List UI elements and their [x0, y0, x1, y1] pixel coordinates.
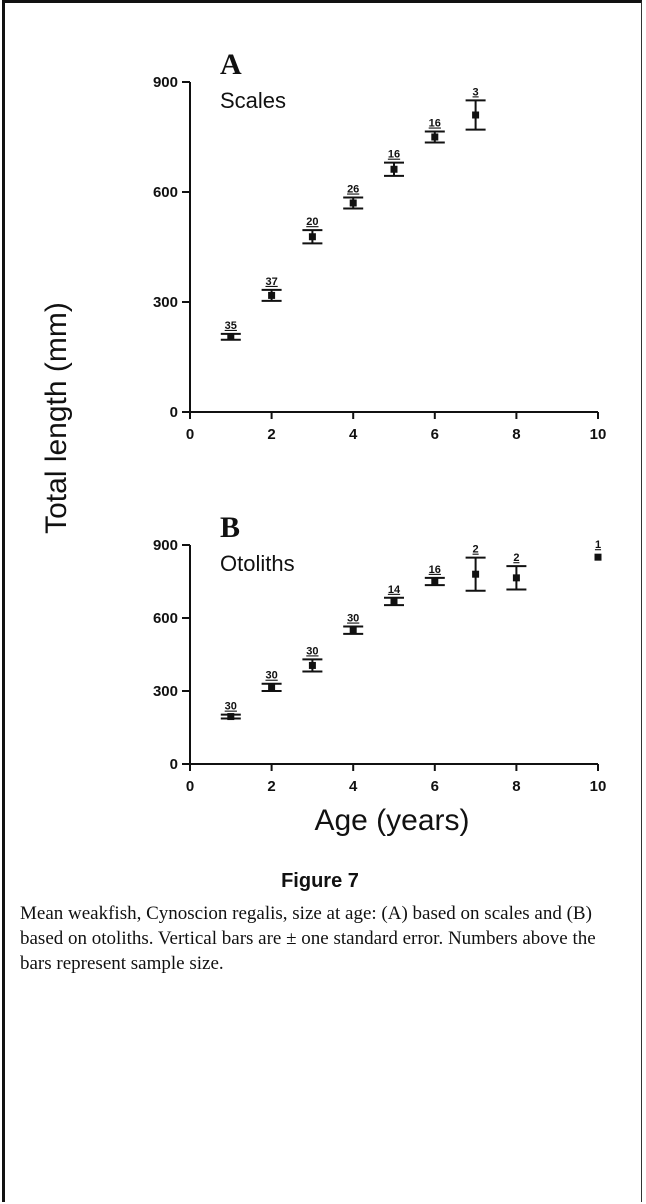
data-marker — [308, 661, 316, 669]
data-marker — [349, 626, 357, 634]
panel-letter: B — [220, 511, 240, 544]
sample-size-label: 16 — [429, 564, 441, 576]
data-marker — [268, 291, 276, 299]
data-marker — [227, 713, 235, 721]
data-point: 30 — [220, 701, 241, 721]
data-marker — [472, 570, 480, 578]
y-axis-label: Total length (mm) — [40, 302, 73, 534]
sample-size-label: 26 — [347, 184, 359, 196]
figure-caption-block: Figure 7 Mean weakfish, Cynoscion regali… — [20, 870, 620, 976]
x-tick-label: 6 — [431, 426, 439, 443]
data-marker — [390, 597, 398, 605]
figure-chart: Total length (mm) Age (years) 0300600900… — [40, 48, 606, 837]
x-tick-label: 8 — [512, 778, 520, 795]
y-tick-label: 300 — [153, 683, 178, 700]
panel-letter: A — [220, 48, 242, 81]
sample-size-label: 30 — [306, 645, 318, 657]
data-point: 2 — [506, 552, 527, 591]
x-tick-label: 6 — [431, 778, 439, 795]
sample-size-label: 30 — [225, 701, 237, 713]
sample-size-label: 2 — [513, 552, 519, 564]
x-tick-label: 0 — [186, 426, 194, 443]
x-axis-label: Age (years) — [314, 804, 469, 837]
x-tick-label: 2 — [267, 426, 275, 443]
y-tick-label: 900 — [153, 537, 178, 554]
data-point: 16 — [424, 564, 445, 587]
y-tick-label: 900 — [153, 74, 178, 91]
sample-size-label: 14 — [388, 584, 401, 596]
y-tick-label: 300 — [153, 294, 178, 311]
x-tick-label: 0 — [186, 778, 194, 795]
sample-size-label: 30 — [347, 613, 359, 625]
data-point: 16 — [424, 118, 445, 144]
data-marker — [390, 165, 398, 173]
panel-b: 0 300 600 900 0 2 4 6 8 10 B Otoliths 30 30 30 30 14 16 2 2… — [153, 511, 606, 795]
data-point: 3 — [465, 86, 486, 131]
data-point: 35 — [220, 320, 241, 341]
data-marker — [227, 333, 235, 341]
data-point: 30 — [261, 670, 282, 692]
sample-size-label: 35 — [225, 320, 237, 332]
y-tick-label: 600 — [153, 184, 178, 201]
data-point: 30 — [302, 645, 323, 673]
sample-size-label: 37 — [265, 276, 277, 288]
data-point: 1 — [594, 539, 602, 561]
data-point: 20 — [302, 216, 323, 245]
data-marker — [431, 133, 439, 141]
x-tick-label: 10 — [590, 778, 607, 795]
x-tick-label: 2 — [267, 778, 275, 795]
data-point: 37 — [261, 276, 282, 302]
x-tick-label: 10 — [590, 426, 607, 443]
sample-size-label: 30 — [265, 670, 277, 682]
data-point: 26 — [343, 184, 364, 210]
panel-title: Scales — [220, 88, 286, 113]
figure-title: Figure 7 — [281, 870, 359, 892]
data-marker — [472, 111, 480, 119]
sample-size-label: 16 — [388, 149, 400, 161]
data-point: 14 — [384, 584, 404, 607]
sample-size-label: 1 — [595, 539, 601, 551]
x-tick-label: 8 — [512, 426, 520, 443]
sample-size-label: 2 — [473, 544, 479, 556]
panel-a: 0 300 600 900 0 2 4 6 8 10 A Scales 35 37 20 26 16 16 3 — [153, 48, 606, 443]
y-tick-label: 0 — [170, 404, 178, 421]
data-marker — [308, 233, 316, 241]
y-tick-label: 600 — [153, 610, 178, 627]
data-point: 2 — [465, 544, 486, 592]
x-tick-label: 4 — [349, 778, 358, 795]
figure-caption: Mean weakfish, Cynoscion regalis, size a… — [20, 903, 596, 974]
data-marker — [594, 553, 602, 561]
sample-size-label: 3 — [473, 86, 479, 98]
data-marker — [431, 578, 439, 585]
data-point: 16 — [384, 149, 404, 177]
data-point: 30 — [343, 613, 364, 635]
sample-size-label: 20 — [306, 216, 318, 228]
panel-title: Otoliths — [220, 551, 295, 576]
sample-size-label: 16 — [429, 118, 441, 130]
data-marker — [349, 199, 357, 207]
data-marker — [268, 683, 276, 691]
x-tick-label: 4 — [349, 426, 358, 443]
y-tick-label: 0 — [170, 756, 178, 773]
data-marker — [512, 574, 520, 582]
